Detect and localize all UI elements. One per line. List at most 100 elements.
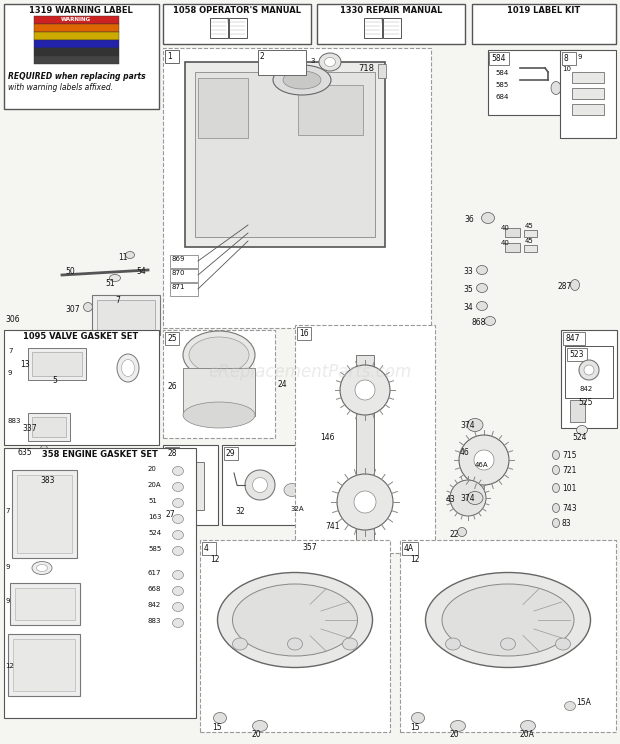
Ellipse shape [552,504,559,513]
Bar [472,4,616,44]
Ellipse shape [84,303,92,312]
Text: REQUIRED when replacing parts: REQUIRED when replacing parts [8,72,146,81]
Text: 883: 883 [148,618,161,624]
Text: 15: 15 [212,723,221,732]
Text: 715: 715 [562,451,577,460]
Bar [524,245,537,252]
Text: 868: 868 [472,318,486,327]
Ellipse shape [552,451,559,460]
Ellipse shape [319,53,341,71]
Text: 1319 WARNING LABEL: 1319 WARNING LABEL [29,6,133,15]
Ellipse shape [172,515,184,524]
Bar [565,346,613,398]
Ellipse shape [552,484,559,493]
Bar [570,400,585,422]
Bar [165,332,179,345]
Ellipse shape [446,638,461,650]
Bar [489,52,509,65]
Text: 287: 287 [558,282,572,291]
Ellipse shape [218,572,373,667]
Text: 307: 307 [65,305,79,314]
Text: 4A: 4A [404,544,414,553]
Ellipse shape [459,435,509,485]
Ellipse shape [467,418,483,432]
Bar [10,583,80,625]
Bar [17,475,72,553]
Ellipse shape [232,638,247,650]
Text: 40: 40 [501,225,510,231]
Text: 51: 51 [148,498,157,504]
Ellipse shape [213,713,226,723]
Text: 10: 10 [562,66,571,72]
Text: 9: 9 [578,54,583,60]
Ellipse shape [474,450,494,470]
Bar [562,52,576,65]
Text: 337: 337 [22,424,37,433]
Bar [383,18,401,38]
Bar [12,470,77,558]
Ellipse shape [477,283,487,292]
Text: 12: 12 [5,663,14,669]
Ellipse shape [172,483,184,492]
Bar [567,348,587,361]
Ellipse shape [284,484,300,496]
Bar [68,387,156,397]
Ellipse shape [551,82,561,94]
Text: 524: 524 [572,433,587,442]
Ellipse shape [355,380,375,400]
Ellipse shape [467,492,483,504]
Text: 9: 9 [8,370,12,376]
Ellipse shape [172,547,184,556]
Text: WARNING: WARNING [61,17,91,22]
Text: 32: 32 [235,507,245,516]
Ellipse shape [183,402,255,428]
Text: 26: 26 [168,382,177,391]
Bar [163,445,218,525]
Ellipse shape [324,57,335,66]
Bar [505,228,520,237]
Text: 1: 1 [167,52,172,61]
Bar [183,368,255,416]
Text: 33: 33 [463,267,472,276]
Text: 584: 584 [495,70,508,76]
Ellipse shape [172,571,184,580]
Text: 2: 2 [260,52,265,61]
Bar [258,50,306,75]
Ellipse shape [521,720,536,731]
Bar [185,62,385,247]
Text: 668: 668 [148,586,161,592]
Bar [4,4,159,109]
Bar [488,50,581,115]
Bar [28,348,86,380]
Text: 1330 REPAIR MANUAL: 1330 REPAIR MANUAL [340,6,442,15]
Ellipse shape [172,618,184,627]
Ellipse shape [288,638,303,650]
Bar [32,352,82,376]
Text: 50: 50 [65,267,75,276]
Text: 40: 40 [501,240,510,246]
Bar [317,4,465,44]
Bar [400,540,616,732]
Text: 358 ENGINE GASKET SET: 358 ENGINE GASKET SET [42,450,158,459]
Bar [8,634,80,696]
Text: 9: 9 [5,598,9,604]
Ellipse shape [125,251,135,258]
Bar [524,230,537,237]
Text: 635: 635 [18,448,33,457]
Ellipse shape [273,65,331,95]
Text: 29: 29 [226,449,236,458]
Bar [34,40,119,48]
Text: 7: 7 [5,508,9,514]
Ellipse shape [556,638,570,650]
Ellipse shape [342,638,358,650]
Text: 7: 7 [8,348,12,354]
Ellipse shape [122,359,135,376]
Text: 585: 585 [495,82,508,88]
Ellipse shape [117,354,139,382]
Text: 43: 43 [446,495,456,504]
Text: 20A: 20A [148,482,162,488]
Text: 46: 46 [460,448,470,457]
Bar [561,330,617,428]
Ellipse shape [425,572,590,667]
Text: 870: 870 [171,270,185,276]
